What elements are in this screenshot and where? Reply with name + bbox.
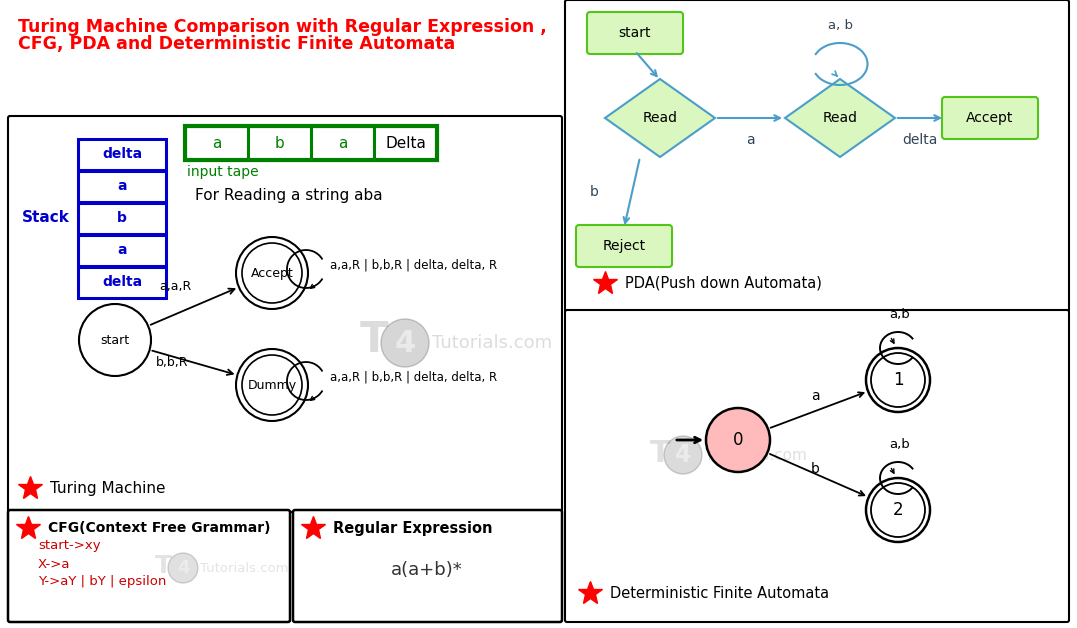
Text: start: start bbox=[100, 333, 129, 347]
Text: 4: 4 bbox=[394, 328, 416, 357]
Text: a,a,R | b,b,R | delta, delta, R: a,a,R | b,b,R | delta, delta, R bbox=[330, 371, 498, 384]
Circle shape bbox=[242, 355, 302, 415]
Text: 4: 4 bbox=[675, 443, 691, 467]
Text: 2: 2 bbox=[893, 501, 904, 519]
Text: Deterministic Finite Automata: Deterministic Finite Automata bbox=[610, 585, 829, 600]
Text: Delta: Delta bbox=[386, 136, 425, 151]
FancyBboxPatch shape bbox=[942, 97, 1038, 139]
Text: delta: delta bbox=[102, 276, 142, 290]
Text: Tutorials.com: Tutorials.com bbox=[432, 334, 553, 352]
Circle shape bbox=[79, 304, 151, 376]
FancyBboxPatch shape bbox=[565, 0, 1069, 312]
Text: Accept: Accept bbox=[966, 111, 1013, 125]
FancyBboxPatch shape bbox=[374, 126, 437, 160]
Text: T: T bbox=[651, 438, 671, 467]
Text: a: a bbox=[212, 136, 221, 151]
Text: a, b: a, b bbox=[827, 19, 853, 33]
Circle shape bbox=[242, 243, 302, 303]
Text: b: b bbox=[275, 136, 284, 151]
Text: Y->aY | bY | epsilon: Y->aY | bY | epsilon bbox=[38, 575, 166, 588]
Text: Reject: Reject bbox=[602, 239, 645, 253]
Circle shape bbox=[168, 553, 198, 583]
Text: CFG, PDA and Deterministic Finite Automata: CFG, PDA and Deterministic Finite Automa… bbox=[18, 35, 456, 53]
FancyBboxPatch shape bbox=[78, 171, 166, 202]
Text: Stack: Stack bbox=[23, 210, 70, 225]
Circle shape bbox=[381, 319, 429, 367]
Text: delta: delta bbox=[903, 133, 938, 147]
FancyBboxPatch shape bbox=[565, 310, 1069, 622]
FancyBboxPatch shape bbox=[293, 510, 562, 622]
Circle shape bbox=[707, 408, 770, 472]
Text: 0: 0 bbox=[732, 431, 743, 449]
Text: Tutorials.com: Tutorials.com bbox=[705, 448, 807, 462]
Text: b: b bbox=[117, 212, 127, 225]
Text: Accept: Accept bbox=[251, 266, 293, 279]
Text: a,b: a,b bbox=[890, 438, 910, 451]
Text: b,b,R: b,b,R bbox=[156, 356, 188, 369]
Text: Dummy: Dummy bbox=[248, 379, 296, 391]
FancyBboxPatch shape bbox=[78, 235, 166, 266]
Circle shape bbox=[871, 483, 925, 537]
Text: 1: 1 bbox=[893, 371, 904, 389]
Circle shape bbox=[236, 237, 308, 309]
Circle shape bbox=[866, 478, 931, 542]
Text: start: start bbox=[619, 26, 652, 40]
Text: a,a,R | b,b,R | delta, delta, R: a,a,R | b,b,R | delta, delta, R bbox=[330, 259, 498, 271]
FancyBboxPatch shape bbox=[78, 267, 166, 298]
Text: CFG(Context Free Grammar): CFG(Context Free Grammar) bbox=[48, 521, 270, 535]
Text: a: a bbox=[117, 244, 127, 257]
FancyBboxPatch shape bbox=[587, 12, 683, 54]
FancyBboxPatch shape bbox=[185, 126, 248, 160]
Text: Regular Expression: Regular Expression bbox=[333, 521, 492, 536]
FancyBboxPatch shape bbox=[78, 139, 166, 170]
Text: a: a bbox=[811, 389, 820, 403]
Text: X->a: X->a bbox=[38, 558, 70, 570]
Text: input tape: input tape bbox=[187, 165, 258, 179]
Polygon shape bbox=[605, 79, 715, 157]
Text: Tutorials.com: Tutorials.com bbox=[200, 561, 289, 575]
Text: T: T bbox=[360, 319, 389, 361]
Text: Turing Machine Comparison with Regular Expression ,: Turing Machine Comparison with Regular E… bbox=[18, 18, 547, 36]
Text: a(a+b)*: a(a+b)* bbox=[391, 561, 463, 579]
Circle shape bbox=[866, 348, 931, 412]
Text: a,a,R: a,a,R bbox=[159, 280, 191, 293]
FancyBboxPatch shape bbox=[8, 116, 562, 512]
Text: For Reading a string aba: For Reading a string aba bbox=[195, 188, 382, 203]
Text: 4: 4 bbox=[177, 559, 190, 577]
Text: Read: Read bbox=[643, 111, 677, 125]
Text: T: T bbox=[155, 554, 172, 578]
Text: a,b: a,b bbox=[890, 308, 910, 321]
Text: a: a bbox=[338, 136, 347, 151]
Text: PDA(Push down Automata): PDA(Push down Automata) bbox=[625, 276, 822, 291]
Text: Read: Read bbox=[823, 111, 857, 125]
Polygon shape bbox=[785, 79, 895, 157]
FancyBboxPatch shape bbox=[576, 225, 672, 267]
FancyBboxPatch shape bbox=[311, 126, 374, 160]
Text: delta: delta bbox=[102, 148, 142, 161]
Text: Turing Machine: Turing Machine bbox=[50, 480, 166, 495]
FancyBboxPatch shape bbox=[248, 126, 311, 160]
Text: start->xy: start->xy bbox=[38, 539, 100, 553]
Text: a: a bbox=[745, 133, 754, 147]
Text: a: a bbox=[117, 180, 127, 193]
FancyBboxPatch shape bbox=[78, 203, 166, 234]
Circle shape bbox=[871, 353, 925, 407]
Circle shape bbox=[236, 349, 308, 421]
Text: b: b bbox=[811, 462, 820, 476]
FancyBboxPatch shape bbox=[8, 510, 290, 622]
Text: b: b bbox=[589, 185, 599, 200]
Circle shape bbox=[665, 436, 702, 474]
